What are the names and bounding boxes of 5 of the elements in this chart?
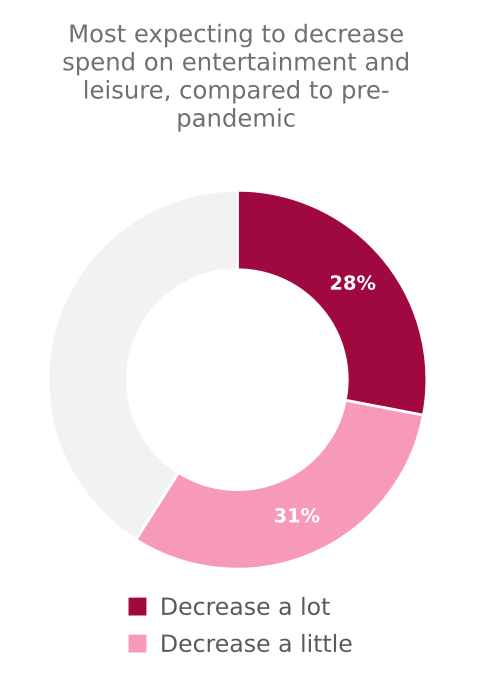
legend-label: Decrease a little bbox=[162, 634, 352, 652]
legend-label: Decrease a lot bbox=[162, 596, 330, 616]
chart-title: Most expecting to decrease spend on entertainment and leisure, compared to pre- pandemic bbox=[63, 24, 408, 132]
data-label: 31% bbox=[274, 508, 320, 523]
data-label: 28% bbox=[330, 275, 376, 290]
